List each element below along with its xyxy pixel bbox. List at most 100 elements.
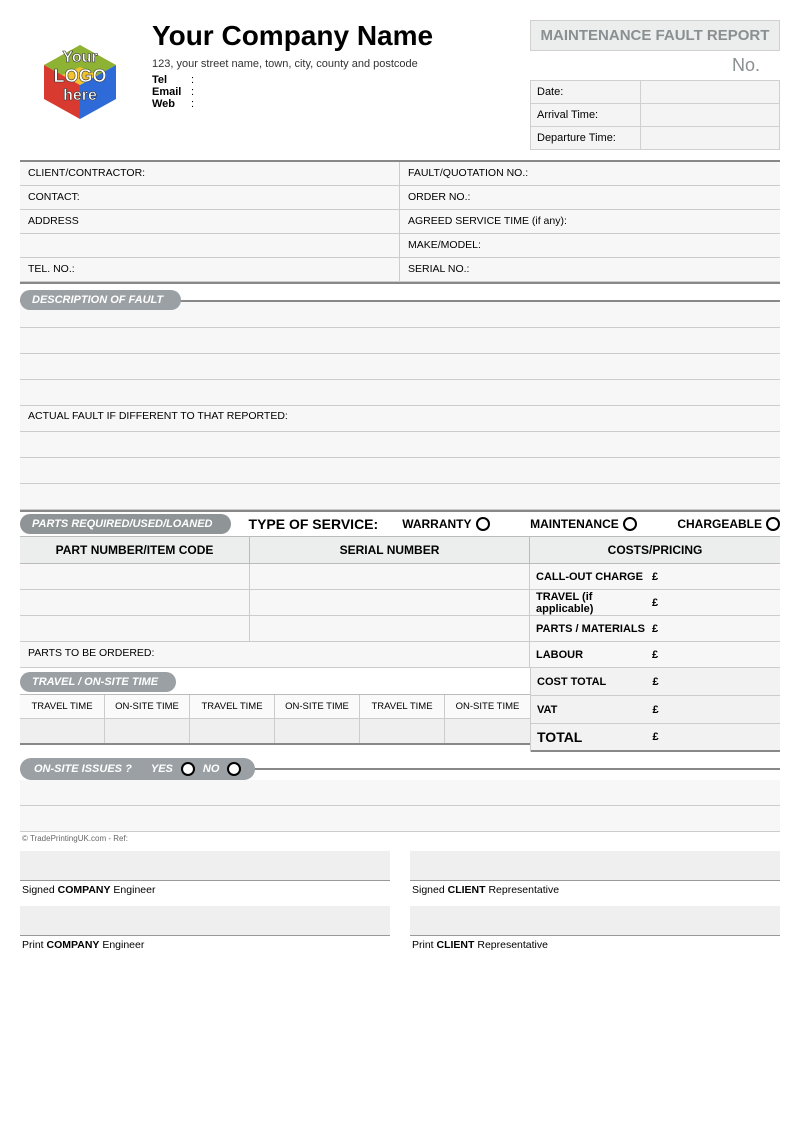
company-block: Your Company Name 123, your street name,…	[152, 20, 518, 150]
email-line: Email :	[152, 86, 518, 98]
labour-row: LABOUR £	[530, 642, 780, 668]
tt-cell[interactable]	[445, 719, 530, 743]
parts-header-row: PART NUMBER/ITEM CODE SERIAL NUMBER COST…	[20, 537, 780, 564]
issues-no-label: NO	[203, 763, 220, 775]
company-address: 123, your street name, town, city, count…	[152, 58, 518, 70]
tt-cell[interactable]	[360, 719, 445, 743]
total-row: TOTAL £	[531, 724, 780, 752]
warranty-option[interactable]: WARRANTY	[402, 517, 489, 531]
col-part-number: PART NUMBER/ITEM CODE	[20, 537, 250, 563]
actual-fault-row[interactable]	[20, 432, 780, 458]
tt-head-cell: ON-SITE TIME	[445, 695, 530, 718]
logo-placeholder: Your LOGO here	[20, 20, 140, 130]
logo-text-1: Your	[62, 49, 97, 66]
agreed-service-time-label: AGREED SERVICE TIME (if any):	[400, 210, 780, 234]
date-field[interactable]	[641, 81, 780, 104]
fault-section: DESCRIPTION OF FAULT ACTUAL FAULT IF DIF…	[20, 290, 780, 510]
signature-grid: Signed COMPANY Engineer Print COMPANY En…	[20, 851, 780, 961]
issues-no-option[interactable]	[227, 762, 241, 776]
chargeable-option[interactable]: CHARGEABLE	[677, 517, 780, 531]
cost-total-row: COST TOTAL £	[531, 668, 780, 696]
travel-time-row	[20, 719, 530, 745]
serial-number-cell[interactable]	[250, 564, 530, 590]
issues-row[interactable]	[20, 806, 780, 832]
fault-quotation-label: FAULT/QUOTATION NO.:	[400, 162, 780, 186]
tt-cell[interactable]	[190, 719, 275, 743]
arrival-field[interactable]	[641, 104, 780, 127]
travel-time-header: TRAVEL TIME ON-SITE TIME TRAVEL TIME ON-…	[20, 694, 530, 719]
signed-client-label: Signed CLIENT Representative	[410, 881, 780, 906]
vat-row: VAT £	[531, 696, 780, 724]
report-box: MAINTENANCE FAULT REPORT No. Date: Arriv…	[530, 20, 780, 150]
fault-row[interactable]	[20, 328, 780, 354]
callout-charge-row: CALL-OUT CHARGE £	[530, 564, 780, 590]
radio-icon	[476, 517, 490, 531]
col-costs-pricing: COSTS/PRICING	[530, 537, 780, 563]
tt-cell[interactable]	[105, 719, 190, 743]
date-label: Date:	[531, 81, 641, 104]
arrival-label: Arrival Time:	[531, 104, 641, 127]
print-company-box[interactable]	[20, 906, 390, 936]
client-job-grid: CLIENT/CONTRACTOR: FAULT/QUOTATION NO.: …	[20, 160, 780, 284]
tt-head-cell: TRAVEL TIME	[360, 695, 445, 718]
travel-cost-row: TRAVEL (if applicable) £	[530, 590, 780, 616]
radio-icon	[623, 517, 637, 531]
issues-yes-option[interactable]	[181, 762, 195, 776]
company-name: Your Company Name	[152, 20, 518, 52]
part-number-cell[interactable]	[20, 564, 250, 590]
serial-number-cell[interactable]	[250, 616, 530, 642]
actual-fault-row[interactable]	[20, 458, 780, 484]
logo-text-3: here	[63, 87, 97, 104]
fault-row[interactable]	[20, 354, 780, 380]
tt-head-cell: TRAVEL TIME	[20, 695, 105, 718]
part-number-cell[interactable]	[20, 590, 250, 616]
col-serial-number: SERIAL NUMBER	[250, 537, 530, 563]
print-company-label: Print COMPANY Engineer	[20, 936, 390, 961]
report-number-label: No.	[530, 51, 780, 80]
travel-pill: TRAVEL / ON-SITE TIME	[20, 672, 176, 692]
make-model-label: MAKE/MODEL:	[400, 234, 780, 258]
departure-field[interactable]	[641, 127, 780, 150]
serial-no-label: SERIAL NO.:	[400, 258, 780, 282]
totals-box: COST TOTAL £ VAT £ TOTAL £	[530, 668, 780, 752]
date-time-table: Date: Arrival Time: Departure Time:	[530, 80, 780, 150]
signed-client-box[interactable]	[410, 851, 780, 881]
part-number-cell[interactable]	[20, 616, 250, 642]
issues-label: ON-SITE ISSUES ?	[34, 763, 132, 775]
order-no-label: ORDER NO.:	[400, 186, 780, 210]
parts-pill: PARTS REQUIRED/USED/LOANED	[20, 514, 231, 534]
tt-cell[interactable]	[20, 719, 105, 743]
signed-company-box[interactable]	[20, 851, 390, 881]
actual-fault-label: ACTUAL FAULT IF DIFFERENT TO THAT REPORT…	[20, 406, 780, 432]
client-contractor-label: CLIENT/CONTRACTOR:	[20, 162, 400, 186]
issues-yes-label: YES	[151, 763, 173, 775]
type-of-service-label: TYPE OF SERVICE:	[249, 516, 379, 532]
print-client-box[interactable]	[410, 906, 780, 936]
web-line: Web :	[152, 98, 518, 110]
maintenance-option[interactable]: MAINTENANCE	[530, 517, 637, 531]
parts-materials-row: PARTS / MATERIALS £	[530, 616, 780, 642]
report-title: MAINTENANCE FAULT REPORT	[530, 20, 780, 51]
tt-cell[interactable]	[275, 719, 360, 743]
tt-head-cell: ON-SITE TIME	[105, 695, 190, 718]
footnote: © TradePrintingUK.com - Ref:	[20, 832, 780, 851]
departure-label: Departure Time:	[531, 127, 641, 150]
actual-fault-row[interactable]	[20, 484, 780, 510]
signed-company-label: Signed COMPANY Engineer	[20, 881, 390, 906]
header: Your LOGO here Your Company Name 123, yo…	[20, 20, 780, 150]
tel-no-label: TEL. NO.:	[20, 258, 400, 282]
address-line2[interactable]	[20, 234, 400, 258]
fault-row[interactable]	[20, 380, 780, 406]
tt-head-cell: TRAVEL TIME	[190, 695, 275, 718]
contact-label: CONTACT:	[20, 186, 400, 210]
radio-icon	[766, 517, 780, 531]
fault-pill: DESCRIPTION OF FAULT	[20, 290, 181, 310]
serial-number-cell[interactable]	[250, 590, 530, 616]
logo-text-2: LOGO	[54, 66, 107, 86]
address-label: ADDRESS	[20, 210, 400, 234]
travel-totals-wrap: TRAVEL / ON-SITE TIME TRAVEL TIME ON-SIT…	[20, 668, 780, 752]
tel-line: Tel :	[152, 74, 518, 86]
parts-body: CALL-OUT CHARGE £ TRAVEL (if applicable)…	[20, 564, 780, 668]
issues-row[interactable]	[20, 780, 780, 806]
print-client-label: Print CLIENT Representative	[410, 936, 780, 961]
